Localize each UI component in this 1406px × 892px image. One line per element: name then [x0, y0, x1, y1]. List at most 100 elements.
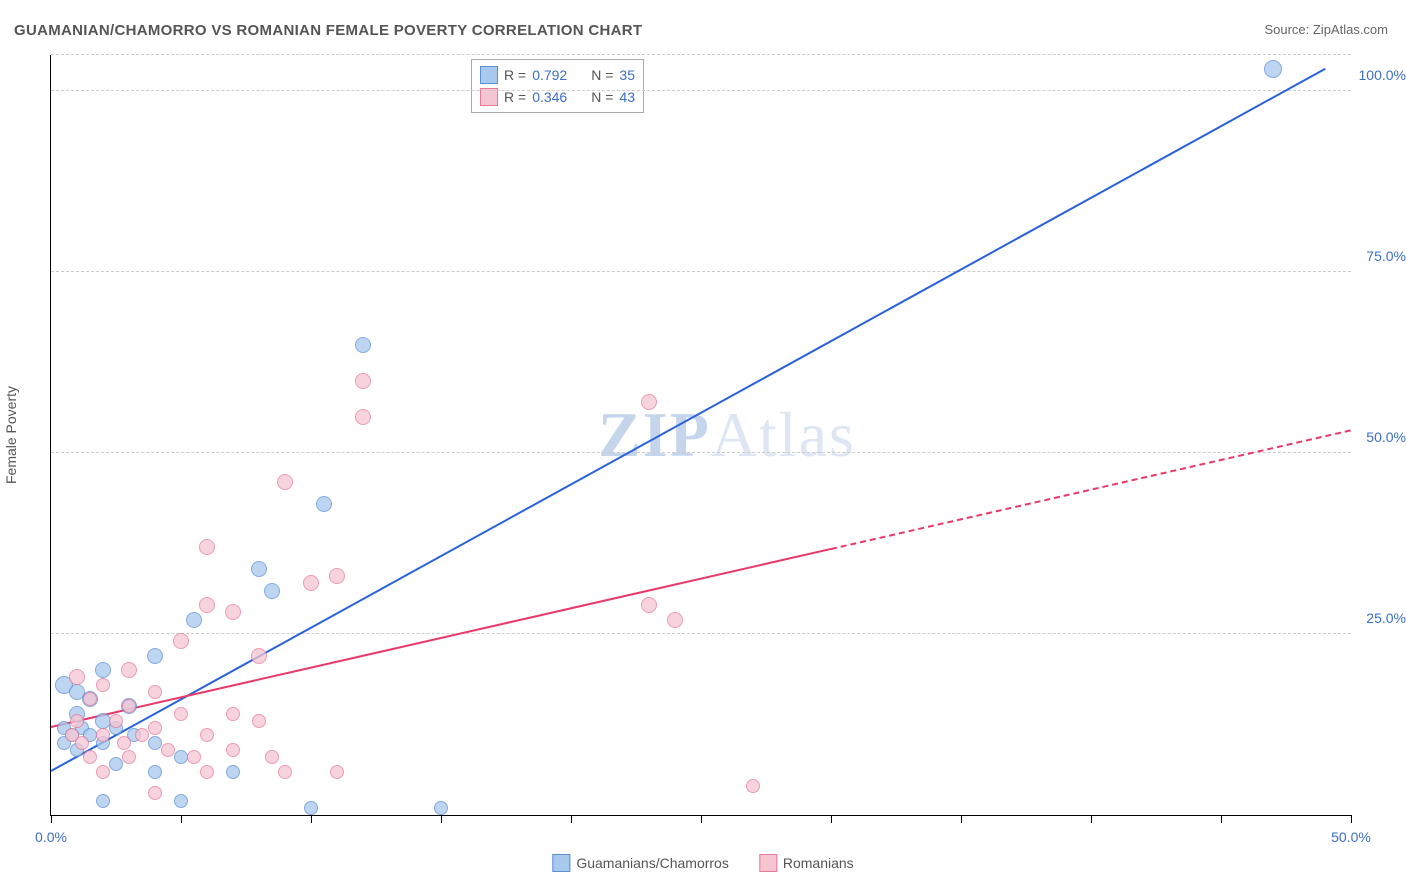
legend-swatch	[552, 854, 570, 872]
data-point	[200, 765, 214, 779]
data-point	[186, 612, 202, 628]
series-legend: Guamanians/Chamorros Romanians	[552, 854, 853, 872]
data-point	[173, 633, 189, 649]
data-point	[122, 699, 136, 713]
data-point	[278, 765, 292, 779]
data-point	[148, 685, 162, 699]
data-point	[264, 583, 280, 599]
data-point	[355, 373, 371, 389]
x-tick-label: 0.0%	[35, 829, 67, 845]
data-point	[199, 597, 215, 613]
correlation-legend: R = 0.792N = 35R = 0.346N = 43	[471, 59, 644, 113]
data-point	[252, 714, 266, 728]
data-point	[251, 561, 267, 577]
data-point	[355, 337, 371, 353]
gridline	[51, 90, 1351, 91]
y-axis-label: Female Poverty	[3, 386, 19, 484]
data-point	[148, 786, 162, 800]
data-point	[226, 765, 240, 779]
watermark-rest: Atlas	[711, 399, 856, 470]
data-point	[121, 662, 137, 678]
data-point	[277, 474, 293, 490]
data-point	[641, 597, 657, 613]
data-point	[148, 736, 162, 750]
legend-swatch	[759, 854, 777, 872]
data-point	[303, 575, 319, 591]
trend-line	[51, 548, 831, 728]
data-point	[226, 707, 240, 721]
y-tick-label: 75.0%	[1366, 248, 1406, 264]
series-legend-item: Guamanians/Chamorros	[552, 854, 729, 872]
data-point	[83, 692, 97, 706]
x-tick	[51, 815, 52, 823]
data-point	[265, 750, 279, 764]
legend-r-value: 0.346	[532, 89, 567, 105]
legend-n-value: 43	[619, 89, 635, 105]
x-tick	[961, 815, 962, 823]
x-tick	[831, 815, 832, 823]
data-point	[251, 648, 267, 664]
x-tick	[571, 815, 572, 823]
source-value: ZipAtlas.com	[1313, 22, 1388, 37]
data-point	[174, 750, 188, 764]
data-point	[200, 728, 214, 742]
data-point	[667, 612, 683, 628]
data-point	[95, 662, 111, 678]
series-legend-item: Romanians	[759, 854, 854, 872]
data-point	[641, 394, 657, 410]
trend-line-extrapolated	[831, 429, 1351, 550]
data-point	[148, 721, 162, 735]
data-point	[355, 409, 371, 425]
data-point	[225, 604, 241, 620]
x-tick	[1221, 815, 1222, 823]
data-point	[122, 750, 136, 764]
legend-n-value: 35	[619, 67, 635, 83]
x-tick	[441, 815, 442, 823]
data-point	[109, 757, 123, 771]
x-tick	[311, 815, 312, 823]
x-tick	[1351, 815, 1352, 823]
source-label: Source:	[1264, 22, 1312, 37]
data-point	[174, 707, 188, 721]
x-tick-label: 50.0%	[1331, 829, 1371, 845]
gridline	[51, 54, 1351, 55]
data-point	[96, 765, 110, 779]
legend-r-value: 0.792	[532, 67, 567, 83]
data-point	[304, 801, 318, 815]
legend-swatch	[480, 66, 498, 84]
data-point	[329, 568, 345, 584]
gridline	[51, 271, 1351, 272]
series-name: Romanians	[783, 855, 854, 871]
data-point	[70, 714, 84, 728]
legend-r-label: R =	[504, 89, 526, 105]
data-point	[109, 714, 123, 728]
gridline	[51, 633, 1351, 634]
data-point	[83, 750, 97, 764]
y-tick-label: 100.0%	[1359, 67, 1406, 83]
data-point	[316, 496, 332, 512]
trend-line	[51, 68, 1326, 772]
data-point	[75, 736, 89, 750]
data-point	[96, 728, 110, 742]
data-point	[199, 539, 215, 555]
data-point	[174, 794, 188, 808]
data-point	[148, 765, 162, 779]
data-point	[187, 750, 201, 764]
watermark: ZIPAtlas	[598, 398, 856, 472]
data-point	[96, 794, 110, 808]
x-tick	[701, 815, 702, 823]
x-tick	[181, 815, 182, 823]
plot-area: Female Poverty ZIPAtlas R = 0.792N = 35R…	[50, 55, 1351, 816]
data-point	[746, 779, 760, 793]
data-point	[1264, 60, 1282, 78]
x-tick	[1091, 815, 1092, 823]
legend-r-label: R =	[504, 67, 526, 83]
y-tick-label: 50.0%	[1366, 429, 1406, 445]
data-point	[69, 669, 85, 685]
chart-title: GUAMANIAN/CHAMORRO VS ROMANIAN FEMALE PO…	[14, 22, 642, 39]
data-point	[117, 736, 131, 750]
data-point	[226, 743, 240, 757]
series-name: Guamanians/Chamorros	[576, 855, 729, 871]
data-point	[135, 728, 149, 742]
data-point	[434, 801, 448, 815]
